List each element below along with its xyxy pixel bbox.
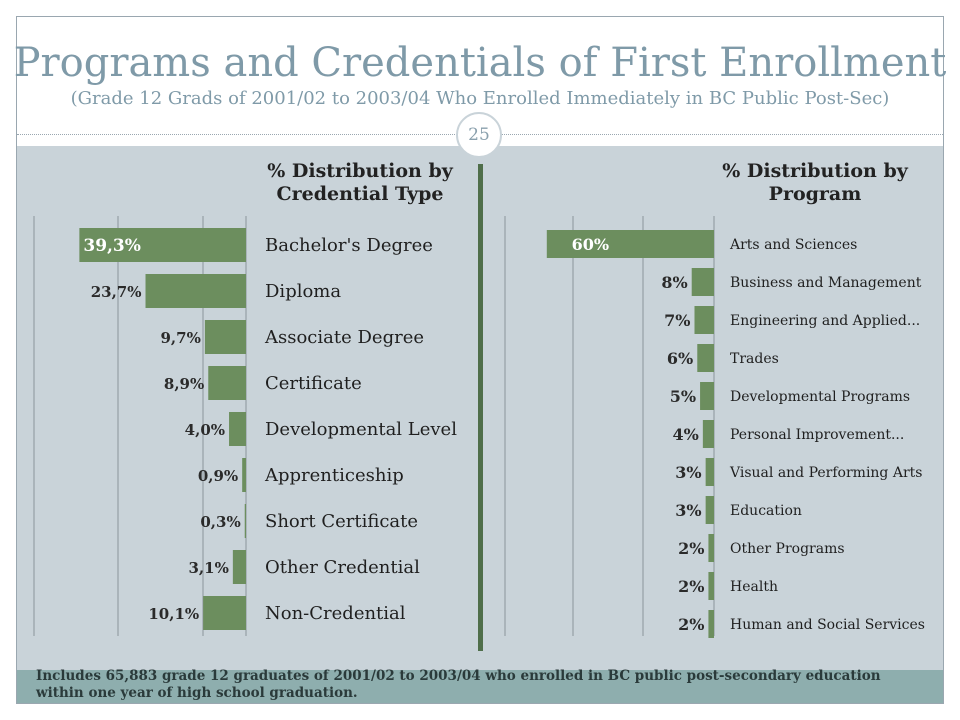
data-label-credential-7: 3,1% (188, 559, 228, 577)
data-label-program-8: 2% (678, 539, 704, 558)
category-program-4: Developmental Programs (730, 389, 910, 405)
data-label-credential-8: 10,1% (148, 605, 199, 623)
category-program-2: Engineering and Applied... (730, 313, 920, 329)
category-program-0: Arts and Sciences (729, 237, 857, 253)
data-label-program-1: 8% (661, 273, 687, 292)
category-program-1: Business and Management (730, 275, 922, 291)
category-credential-6: Short Certificate (265, 511, 418, 532)
data-label-program-7: 3% (675, 501, 701, 520)
bar-program-10 (708, 610, 714, 638)
bar-program-4 (700, 382, 714, 410)
data-label-program-3: 6% (667, 349, 693, 368)
bar-credential-7 (232, 550, 246, 584)
data-label-program-6: 3% (675, 463, 701, 482)
bar-program-3 (697, 344, 714, 372)
bar-program-6 (705, 458, 714, 486)
bar-program-5 (702, 420, 714, 448)
category-credential-7: Other Credential (265, 557, 420, 578)
data-label-program-0: 60% (572, 235, 609, 254)
data-label-program-9: 2% (678, 577, 704, 596)
category-program-10: Human and Social Services (730, 617, 925, 633)
chart-divider (478, 164, 483, 651)
credential-chart-title: % Distribution by Credential Type (267, 160, 453, 205)
bar-program-8 (708, 534, 714, 562)
bar-program-1 (691, 268, 714, 296)
data-label-credential-3: 8,9% (164, 375, 204, 393)
bar-program-2 (694, 306, 714, 334)
category-credential-4: Developmental Level (265, 419, 457, 440)
data-label-program-10: 2% (678, 615, 704, 634)
bar-program-7 (705, 496, 714, 524)
bar-credential-8 (203, 596, 246, 630)
data-label-credential-6: 0,3% (200, 513, 240, 531)
page-subtitle: (Grade 12 Grads of 2001/02 to 2003/04 Wh… (70, 88, 890, 109)
bar-credential-2 (204, 320, 246, 354)
program-chart-title: % Distribution by Program (722, 160, 908, 205)
category-credential-1: Diploma (265, 281, 341, 302)
bar-credential-6 (244, 504, 246, 538)
page-title: Programs and Credentials of First Enroll… (13, 40, 947, 86)
category-program-7: Education (730, 503, 802, 519)
data-label-credential-5: 0,9% (198, 467, 238, 485)
category-program-5: Personal Improvement... (730, 427, 904, 443)
bar-credential-1 (145, 274, 246, 308)
bar-program-9 (708, 572, 714, 600)
bar-credential-5 (242, 458, 246, 492)
data-label-credential-0: 39,3% (83, 236, 141, 256)
category-credential-2: Associate Degree (264, 327, 424, 348)
bar-credential-0 (79, 228, 246, 262)
category-credential-8: Non-Credential (265, 603, 406, 624)
data-label-credential-2: 9,7% (161, 329, 201, 347)
data-label-credential-1: 23,7% (91, 283, 142, 301)
footer-band (17, 670, 943, 703)
category-program-3: Trades (730, 351, 779, 367)
category-program-8: Other Programs (730, 541, 845, 557)
bar-credential-3 (208, 366, 246, 400)
category-credential-0: Bachelor's Degree (265, 235, 433, 256)
data-label-program-5: 4% (673, 425, 699, 444)
category-credential-3: Certificate (265, 373, 362, 394)
data-label-credential-4: 4,0% (185, 421, 225, 439)
page-number-badge: 25 (456, 112, 502, 158)
category-credential-5: Apprenticeship (264, 465, 404, 486)
category-program-6: Visual and Performing Arts (729, 465, 922, 481)
bar-program-0 (546, 230, 714, 258)
category-program-9: Health (730, 579, 778, 595)
data-label-program-4: 5% (670, 387, 696, 406)
bar-credential-4 (229, 412, 246, 446)
data-label-program-2: 7% (664, 311, 690, 330)
footnote: Includes 65,883 grade 12 graduates of 20… (36, 668, 881, 701)
